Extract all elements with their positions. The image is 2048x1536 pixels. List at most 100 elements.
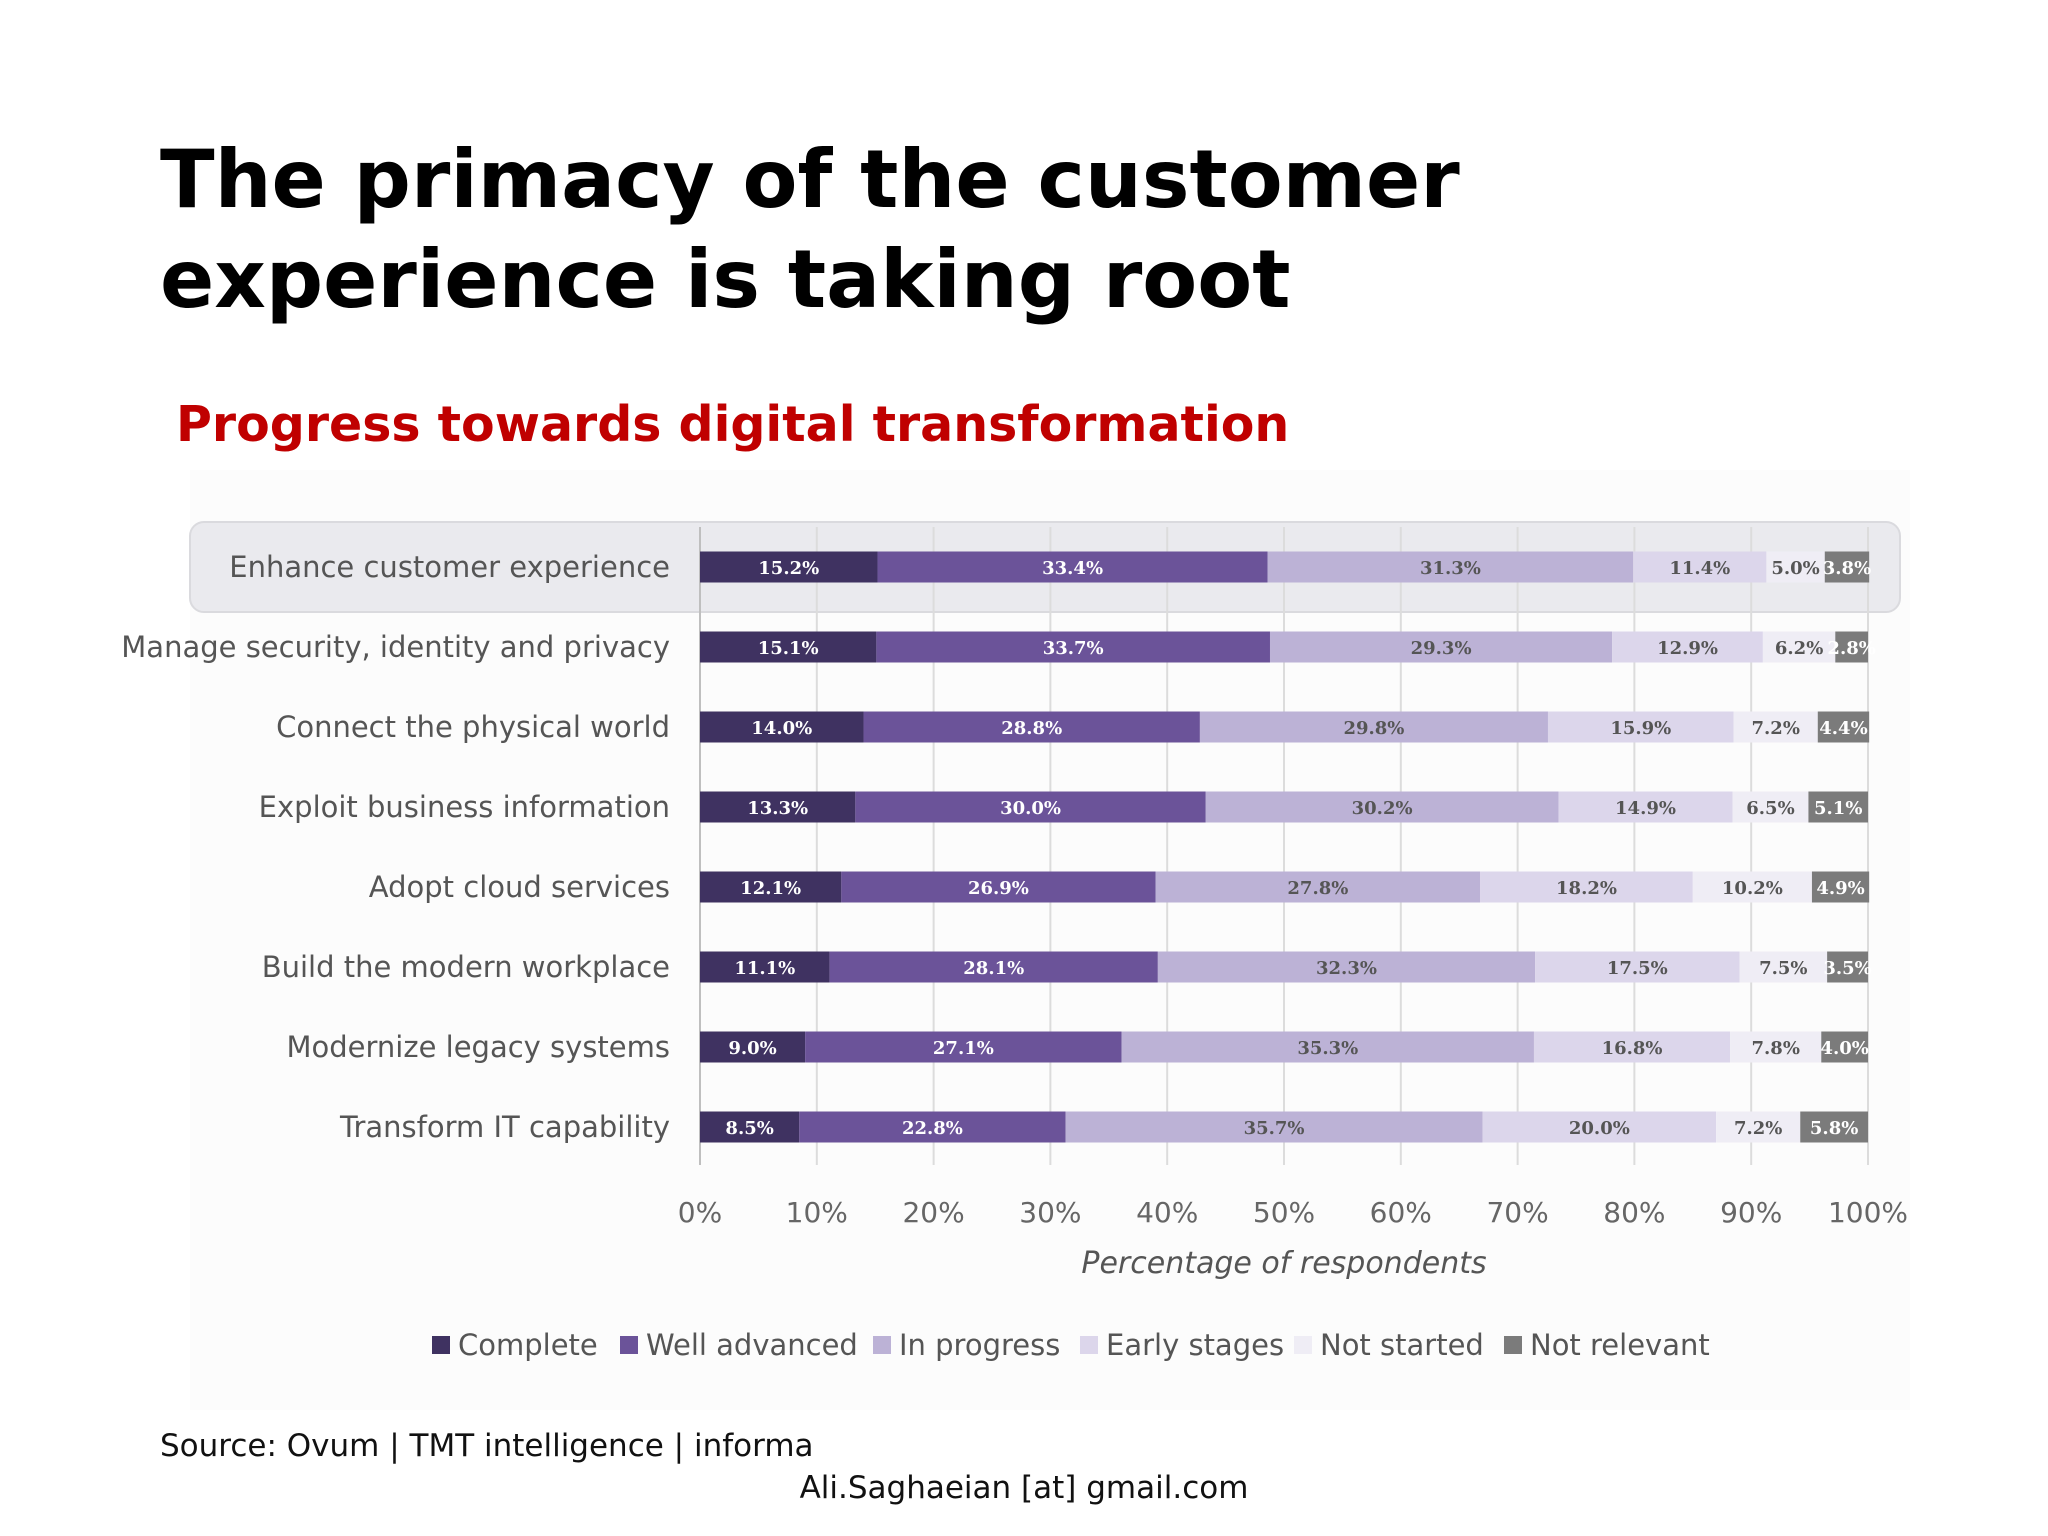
chart-heading: Progress towards digital transformation xyxy=(176,396,1290,453)
bar-segment xyxy=(1824,551,1870,583)
data-label: 5.1% xyxy=(1814,798,1862,819)
data-label: 35.7% xyxy=(1244,1118,1305,1139)
source-note: Source: Ovum | TMT intelligence | inform… xyxy=(160,1428,814,1464)
legend-swatch xyxy=(1504,1336,1522,1354)
bar-segment xyxy=(1612,631,1763,663)
data-label: 26.9% xyxy=(968,878,1029,899)
legend-label: Complete xyxy=(458,1328,598,1362)
x-axis-ticks: 0% 10% 20% 30% 40% 50% 60% 70% 80% 90% 100% xyxy=(678,1196,1908,1229)
data-label: 5.0% xyxy=(1771,558,1819,579)
data-label: 27.8% xyxy=(1287,878,1348,899)
bar-segment xyxy=(700,951,830,983)
category-label: Build the modern workplace xyxy=(262,950,670,984)
x-tick-label: 80% xyxy=(1603,1196,1665,1229)
data-label: 2.8% xyxy=(1827,638,1875,659)
bar-segment xyxy=(1155,871,1481,903)
x-tick-label: 100% xyxy=(1828,1196,1908,1229)
data-label: 5.8% xyxy=(1810,1118,1858,1139)
bar-segment xyxy=(700,791,856,823)
category-label: Connect the physical world xyxy=(276,710,670,744)
bar-segment xyxy=(1535,951,1740,983)
bar-segment xyxy=(1482,1111,1717,1143)
x-axis-title: Percentage of respondents xyxy=(1081,1246,1486,1281)
data-label: 4.0% xyxy=(1820,1038,1868,1059)
data-label: 32.3% xyxy=(1316,958,1377,979)
data-label: 6.5% xyxy=(1746,798,1794,819)
x-tick-label: 70% xyxy=(1486,1196,1548,1229)
bar-segment xyxy=(1733,711,1818,743)
bar-segment xyxy=(700,631,877,663)
data-label: 3.5% xyxy=(1823,958,1871,979)
category-label: Enhance customer experience xyxy=(229,550,670,584)
bar-segment xyxy=(1817,711,1870,743)
data-label: 28.1% xyxy=(963,958,1024,979)
bar-segment xyxy=(700,1031,806,1063)
legend-label: Early stages xyxy=(1106,1328,1284,1362)
data-label: 15.9% xyxy=(1610,718,1671,739)
legend-swatch xyxy=(1294,1336,1312,1354)
legend-swatch xyxy=(1080,1336,1098,1354)
data-label: 13.3% xyxy=(747,798,808,819)
x-tick-label: 90% xyxy=(1720,1196,1782,1229)
x-tick-label: 30% xyxy=(1019,1196,1081,1229)
legend: Complete Well advanced In progress Early st… xyxy=(432,1328,1710,1362)
data-label: 20.0% xyxy=(1569,1118,1630,1139)
data-label: 7.2% xyxy=(1734,1118,1782,1139)
data-label: 29.3% xyxy=(1411,638,1472,659)
data-label: 14.9% xyxy=(1615,798,1676,819)
data-label: 8.5% xyxy=(725,1118,773,1139)
data-label: 30.0% xyxy=(1000,798,1061,819)
bar-segment xyxy=(877,551,1268,583)
category-label: Adopt cloud services xyxy=(369,870,670,904)
bar-segment xyxy=(1267,551,1634,583)
data-label: 33.7% xyxy=(1043,638,1104,659)
x-tick-label: 0% xyxy=(678,1196,722,1229)
data-label: 27.1% xyxy=(933,1038,994,1059)
slide-title: The primacy of the customer experience i… xyxy=(160,133,1460,326)
bar-segment xyxy=(1762,631,1836,663)
x-tick-label: 60% xyxy=(1370,1196,1432,1229)
bar-segment xyxy=(1633,551,1767,583)
data-label: 11.4% xyxy=(1669,558,1730,579)
x-tick-label: 10% xyxy=(786,1196,848,1229)
data-label: 30.2% xyxy=(1352,798,1413,819)
data-label: 4.9% xyxy=(1816,878,1864,899)
bar-segment xyxy=(700,551,878,583)
bar-segment xyxy=(1739,951,1828,983)
data-label: 12.1% xyxy=(740,878,801,899)
bar-segment xyxy=(829,951,1158,983)
author-email: Ali.Saghaeian [at] gmail.com xyxy=(799,1470,1249,1506)
legend-label: Not relevant xyxy=(1530,1328,1710,1362)
bar-segment xyxy=(700,711,864,743)
data-label: 15.2% xyxy=(758,558,819,579)
legend-swatch xyxy=(873,1336,891,1354)
data-label: 16.8% xyxy=(1602,1038,1663,1059)
data-label: 18.2% xyxy=(1556,878,1617,899)
bar-segment xyxy=(799,1111,1066,1143)
bar-segment xyxy=(700,871,842,903)
data-label: 28.8% xyxy=(1001,718,1062,739)
data-label: 14.0% xyxy=(751,718,812,739)
data-label: 9.0% xyxy=(728,1038,776,1059)
category-label: Manage security, identity and privacy xyxy=(121,630,670,664)
legend-label: In progress xyxy=(899,1328,1060,1362)
data-label: 12.9% xyxy=(1657,638,1718,659)
bar-segment xyxy=(805,1031,1122,1063)
bar-segment xyxy=(1157,951,1536,983)
bar-segment xyxy=(1716,1111,1801,1143)
bar-segment xyxy=(1533,1031,1731,1063)
bar-segment xyxy=(1692,871,1812,903)
bar-segment xyxy=(876,631,1270,663)
data-label: 7.2% xyxy=(1752,718,1800,739)
data-label: 17.5% xyxy=(1607,958,1668,979)
bar-segment xyxy=(1730,1031,1822,1063)
data-label: 3.8% xyxy=(1823,558,1871,579)
data-label: 29.8% xyxy=(1343,718,1404,739)
legend-swatch xyxy=(620,1336,638,1354)
bar-segment xyxy=(1766,551,1825,583)
bar-segment xyxy=(855,791,1206,823)
bar-segment xyxy=(1480,871,1693,903)
data-label: 10.2% xyxy=(1722,878,1783,899)
category-label: Exploit business information xyxy=(259,790,670,824)
data-label: 4.4% xyxy=(1819,718,1867,739)
